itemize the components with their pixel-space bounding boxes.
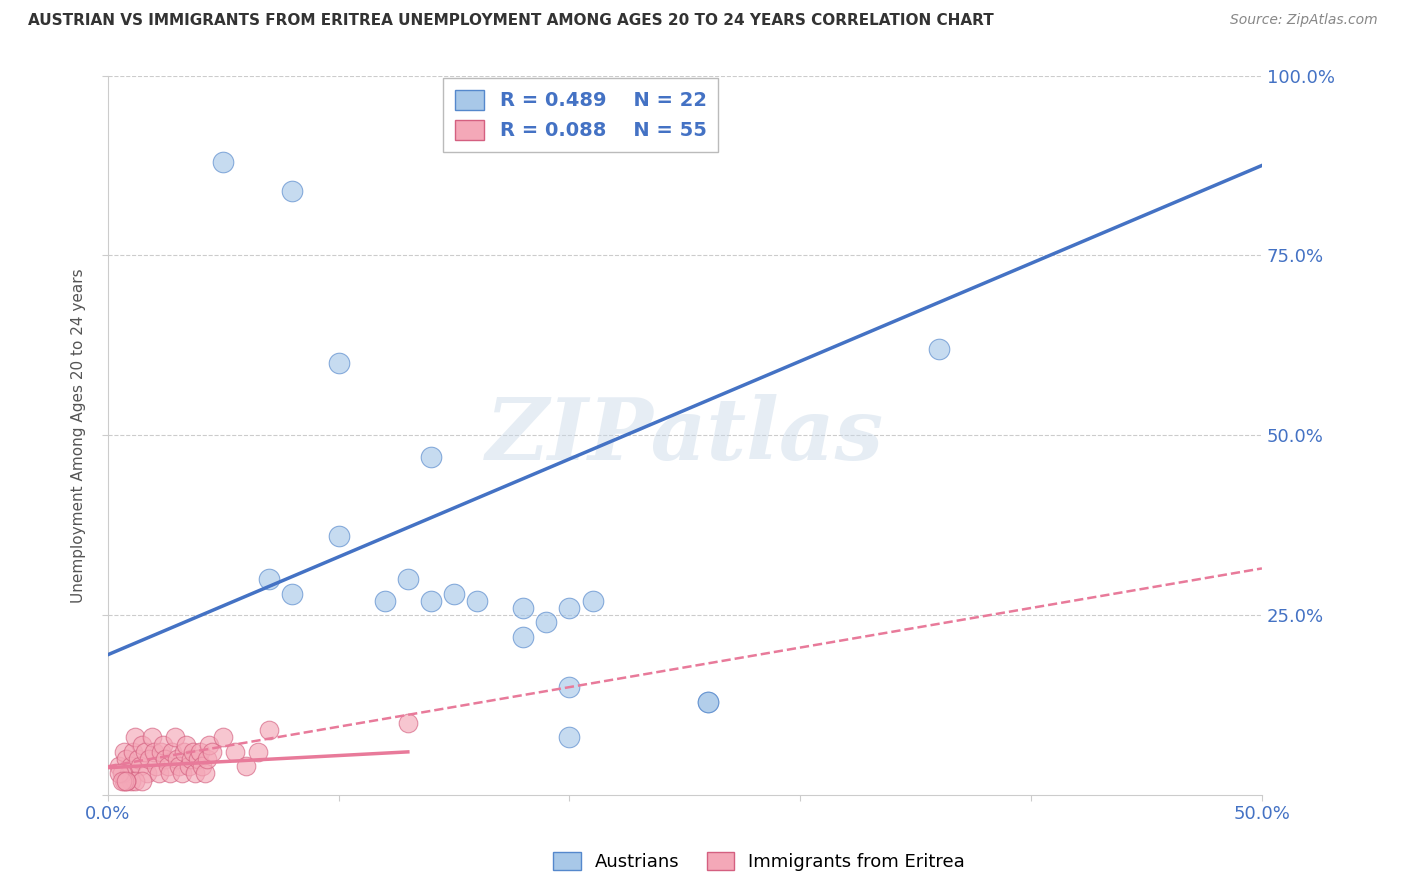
Point (374, 594, 396, 608)
Point (224, 745, 246, 759)
Point (443, 586, 465, 600)
Point (581, 594, 603, 608)
Point (115, 773, 138, 788)
Point (145, 759, 167, 773)
Point (174, 738, 197, 752)
Point (127, 752, 149, 766)
Point (512, 601, 534, 615)
Point (159, 766, 181, 780)
Point (928, 342, 950, 356)
Point (149, 745, 172, 759)
Point (212, 731, 235, 745)
Point (129, 759, 152, 773)
Point (112, 745, 135, 759)
Point (212, 154, 235, 169)
Point (328, 529, 350, 543)
Point (115, 752, 138, 766)
Point (124, 731, 146, 745)
Point (136, 766, 159, 780)
Point (117, 766, 139, 780)
Point (465, 594, 488, 608)
Point (396, 716, 419, 731)
Point (163, 731, 186, 745)
Point (558, 731, 581, 745)
Point (156, 759, 179, 773)
Legend: Austrians, Immigrants from Eritrea: Austrians, Immigrants from Eritrea (547, 845, 972, 879)
Point (246, 745, 269, 759)
Point (120, 773, 142, 788)
Point (148, 766, 170, 780)
Legend: R = 0.489    N = 22, R = 0.088    N = 55: R = 0.489 N = 22, R = 0.088 N = 55 (443, 78, 718, 153)
Point (115, 773, 138, 788)
Text: Source: ZipAtlas.com: Source: ZipAtlas.com (1230, 13, 1378, 28)
Point (152, 738, 174, 752)
Point (110, 773, 132, 788)
Point (134, 745, 156, 759)
Point (696, 694, 718, 708)
Point (142, 745, 165, 759)
Point (166, 752, 188, 766)
Point (558, 601, 581, 615)
Point (235, 759, 257, 773)
Point (112, 773, 135, 788)
Point (131, 738, 153, 752)
Point (195, 752, 218, 766)
Point (536, 615, 558, 630)
Point (512, 630, 534, 644)
Point (177, 759, 200, 773)
Point (259, 723, 281, 738)
Text: AUSTRIAN VS IMMIGRANTS FROM ERITREA UNEMPLOYMENT AMONG AGES 20 TO 24 YEARS CORRE: AUSTRIAN VS IMMIGRANTS FROM ERITREA UNEM… (28, 13, 994, 29)
Point (558, 680, 581, 694)
Point (170, 766, 193, 780)
Point (120, 759, 142, 773)
Point (419, 450, 441, 464)
Point (110, 766, 132, 780)
Point (201, 745, 224, 759)
Point (396, 572, 419, 586)
Point (122, 745, 145, 759)
Text: ZIPatlas: ZIPatlas (485, 393, 884, 477)
Point (696, 694, 718, 708)
Point (281, 586, 304, 600)
Point (155, 752, 177, 766)
Point (187, 752, 209, 766)
Point (141, 731, 163, 745)
Point (184, 766, 207, 780)
Point (328, 356, 350, 370)
Point (181, 745, 204, 759)
Point (169, 759, 191, 773)
Point (198, 738, 221, 752)
Point (191, 759, 214, 773)
Point (138, 752, 160, 766)
Point (259, 572, 281, 586)
Point (188, 745, 211, 759)
Point (419, 594, 441, 608)
Point (281, 184, 304, 198)
Point (131, 773, 153, 788)
Point (173, 745, 195, 759)
Point (194, 766, 217, 780)
Point (124, 773, 146, 788)
Point (108, 766, 131, 780)
Point (180, 752, 202, 766)
Point (162, 745, 184, 759)
Y-axis label: Unemployment Among Ages 20 to 24 years: Unemployment Among Ages 20 to 24 years (72, 268, 86, 603)
Point (108, 759, 131, 773)
